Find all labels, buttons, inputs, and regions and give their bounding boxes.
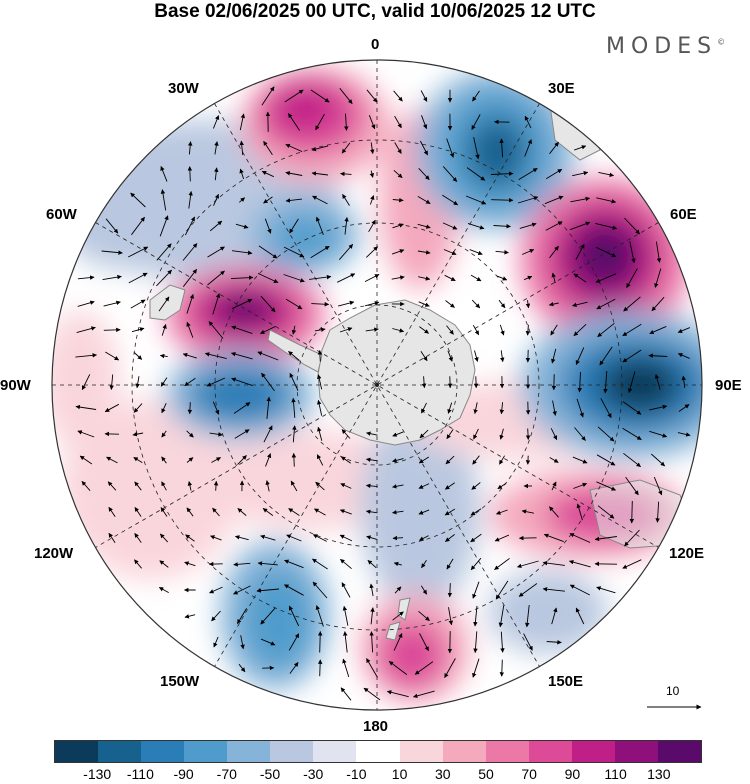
longitude-label-30e: 30E xyxy=(548,80,575,97)
longitude-label-60w: 60W xyxy=(46,206,77,223)
anomaly-region xyxy=(60,170,200,270)
wind-vector xyxy=(320,351,321,362)
colorbar-segment xyxy=(270,741,313,762)
longitude-label-120e: 120E xyxy=(669,545,704,562)
anomaly-region xyxy=(275,86,335,130)
wind-vector xyxy=(528,429,529,440)
longitude-label-90w: 90W xyxy=(0,377,31,394)
longitude-label-60e: 60E xyxy=(670,206,697,223)
longitude-label-30w: 30W xyxy=(168,80,199,97)
colorbar-labels: -130 -110 -90 -70 -50 -30 -10 10 30 50 70 90 110 130 xyxy=(0,766,750,784)
colorbar-tick-label: 70 xyxy=(521,766,537,782)
wind-vector xyxy=(294,453,295,466)
colorbar-tick-label: -70 xyxy=(217,766,237,782)
colorbar-segment xyxy=(615,741,658,762)
anomaly-region xyxy=(570,221,640,291)
colorbar-tick-label: -50 xyxy=(260,766,280,782)
colorbar-tick-label: -110 xyxy=(127,766,154,782)
anomaly-region xyxy=(467,117,527,187)
anomaly-region xyxy=(273,216,337,260)
colorbar-segment xyxy=(529,741,572,762)
colorbar-segment xyxy=(55,741,98,762)
wind-vector xyxy=(320,632,321,653)
south-pole-marker xyxy=(375,383,379,387)
colorbar-tick-label: 30 xyxy=(435,766,451,782)
colorbar-tick-label: 50 xyxy=(478,766,494,782)
wind-vector xyxy=(190,402,191,414)
longitude-label-150w: 150W xyxy=(160,673,199,690)
colorbar-segment xyxy=(443,741,486,762)
colorbar-segment xyxy=(141,741,184,762)
wind-vector xyxy=(104,330,120,331)
wind-vector xyxy=(502,660,503,677)
wind-vector xyxy=(491,200,513,201)
longitude-label-150e: 150E xyxy=(548,673,583,690)
wind-vector xyxy=(190,167,191,182)
colorbar-tick-label: -10 xyxy=(346,766,366,782)
colorbar-segment xyxy=(400,741,443,762)
colorbar-tick-label: 10 xyxy=(392,766,408,782)
colorbar-segment xyxy=(184,741,227,762)
colorbar-segment xyxy=(227,741,270,762)
colorbar-tick-label: 90 xyxy=(565,766,581,782)
wind-vector xyxy=(393,538,403,539)
reference-vector-label: 10 xyxy=(666,684,679,698)
wind-vector xyxy=(320,660,321,676)
colorbar-tick-label: -130 xyxy=(83,766,111,782)
longitude-label-180: 180 xyxy=(363,718,388,735)
anomaly-region xyxy=(243,570,313,670)
reference-vector-arrow xyxy=(645,700,705,714)
anomaly-region xyxy=(377,620,447,690)
colorbar-segment xyxy=(98,741,141,762)
wind-vector xyxy=(216,481,217,490)
colorbar-segment xyxy=(356,741,399,762)
colorbar-tick-label: 110 xyxy=(604,766,626,782)
longitude-label-120w: 120W xyxy=(34,545,73,562)
longitude-label-90e: 90E xyxy=(715,377,742,394)
wind-vector xyxy=(632,501,633,523)
colorbar-segment xyxy=(313,741,356,762)
wind-vector xyxy=(450,583,451,597)
colorbar-tick-label: -90 xyxy=(173,766,193,782)
anomaly-region xyxy=(190,367,290,423)
colorbar-segment xyxy=(572,741,615,762)
colorbar-tick-label: -30 xyxy=(303,766,323,782)
colorbar-tick-label: 130 xyxy=(647,766,670,782)
colorbar-segment xyxy=(658,741,701,762)
colorbar xyxy=(54,740,702,763)
colorbar-segment xyxy=(486,741,529,762)
longitude-label-0: 0 xyxy=(371,36,379,53)
anomaly-region xyxy=(215,294,275,326)
